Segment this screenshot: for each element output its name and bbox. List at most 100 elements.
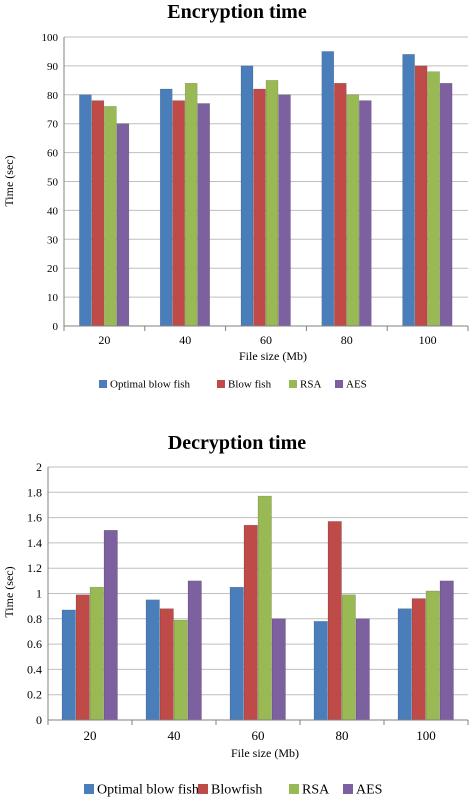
bar-rsa-20 xyxy=(104,106,117,327)
legend-swatch xyxy=(99,380,107,388)
bar-blow-fish-20 xyxy=(91,100,105,327)
y-tick-label: 0 xyxy=(53,321,59,333)
legend-label: RSA xyxy=(300,379,321,391)
bar-aes-20 xyxy=(116,123,130,327)
bar-aes-80 xyxy=(355,618,370,721)
bar-optimal-blow-fish-20 xyxy=(79,94,92,327)
chart-title: Encryption time xyxy=(167,1,307,23)
y-tick-label: 60 xyxy=(47,148,59,160)
bar-aes-20 xyxy=(103,530,118,721)
bar-aes-60 xyxy=(278,94,291,327)
bar-optimal-blow-fish-60 xyxy=(229,586,244,721)
x-tick-labels: 20 40 60 80 100 xyxy=(98,333,436,347)
y-tick-label: 10 xyxy=(47,292,59,304)
bar-optimal-blow-fish-100 xyxy=(402,54,415,327)
legend-swatch xyxy=(343,784,353,794)
x-axis-label: File size (Mb) xyxy=(231,746,299,760)
bar-rsa-80 xyxy=(341,594,356,721)
bar-rsa-100 xyxy=(427,71,440,327)
y-axis-label: Time (sec) xyxy=(2,566,16,617)
legend-swatch xyxy=(289,784,299,794)
bar-rsa-40 xyxy=(173,619,188,721)
bars xyxy=(61,495,454,721)
y-tick-label: 50 xyxy=(47,177,59,189)
legend-swatch xyxy=(335,380,343,388)
y-tick-label: 1.4 xyxy=(27,536,42,550)
bar-optimal-blow-fish-60 xyxy=(240,65,254,327)
bar-blow-fish-80 xyxy=(334,82,347,327)
bar-rsa-60 xyxy=(257,495,272,721)
legend-label: RSA xyxy=(302,783,330,798)
bar-blowfish-80 xyxy=(327,521,342,721)
y-tick-label: 30 xyxy=(47,234,59,246)
y-tick-label: 0.8 xyxy=(27,612,42,626)
decryption-chart: Decryption time 0 0.2 0.4 0.6 0.8 1 1.2 1.4 1.6 1… xyxy=(2,432,469,798)
y-tick-label: 1.2 xyxy=(27,561,42,575)
x-tick-label: 60 xyxy=(252,728,265,743)
legend-label: AES xyxy=(356,783,382,798)
bar-optimal-blow-fish-80 xyxy=(313,621,328,721)
bar-rsa-60 xyxy=(265,80,279,327)
x-axis-label: File size (Mb) xyxy=(239,349,307,363)
bar-aes-100 xyxy=(439,580,454,721)
bar-rsa-20 xyxy=(89,586,104,721)
y-tick-label: 1 xyxy=(36,587,42,601)
axes xyxy=(47,467,469,725)
bar-optimal-blow-fish-40 xyxy=(145,599,160,721)
x-tick-label: 100 xyxy=(416,728,436,743)
y-tick-label: 100 xyxy=(42,32,59,44)
bar-aes-100 xyxy=(439,82,453,327)
bar-blow-fish-40 xyxy=(172,100,185,327)
encryption-chart: Encryption time 0 10 20 30 40 50 60 70 80 90 100 2… xyxy=(2,1,469,391)
y-tick-label: 20 xyxy=(47,263,59,275)
legend-label: Blow fish xyxy=(228,379,272,391)
chart-title: Decryption time xyxy=(168,432,306,454)
x-tick-labels: 20 40 60 80 100 xyxy=(84,728,436,743)
x-tick-label: 20 xyxy=(98,333,110,347)
y-tick-label: 0 xyxy=(36,713,42,727)
legend-swatch xyxy=(217,380,225,388)
bar-blowfish-20 xyxy=(75,594,90,721)
x-tick-label: 60 xyxy=(260,333,272,347)
bar-optimal-blow-fish-80 xyxy=(321,51,335,327)
bar-aes-40 xyxy=(197,103,210,327)
bar-blow-fish-100 xyxy=(414,65,428,327)
bar-optimal-blow-fish-100 xyxy=(397,608,412,721)
y-tick-label: 40 xyxy=(47,205,59,217)
legend: Optimal blow fish Blowfish RSA AES xyxy=(84,783,382,798)
bar-optimal-blow-fish-20 xyxy=(61,609,76,721)
x-tick-label: 40 xyxy=(179,333,191,347)
x-tick-label: 40 xyxy=(168,728,181,743)
bar-aes-60 xyxy=(271,618,286,721)
y-tick-labels: 0 10 20 30 40 50 60 70 80 90 100 xyxy=(42,32,59,333)
legend-label: Optimal blow fish xyxy=(110,379,191,391)
legend-swatch xyxy=(289,380,297,388)
legend-label: Blowfish xyxy=(211,783,262,798)
y-tick-label: 1.6 xyxy=(27,511,42,525)
legend-swatch xyxy=(198,784,208,794)
y-tick-label: 2 xyxy=(36,460,42,474)
bar-rsa-40 xyxy=(184,82,198,327)
y-tick-label: 0.6 xyxy=(27,637,42,651)
legend-swatch xyxy=(84,784,94,794)
bar-rsa-80 xyxy=(346,94,360,327)
y-tick-label: 80 xyxy=(47,90,59,102)
bar-optimal-blow-fish-40 xyxy=(159,88,173,327)
y-tick-label: 1.8 xyxy=(27,485,42,499)
bar-aes-40 xyxy=(187,580,202,721)
bar-blowfish-60 xyxy=(243,524,258,721)
x-tick-label: 80 xyxy=(336,728,349,743)
x-tick-label: 20 xyxy=(84,728,97,743)
x-tick-label: 80 xyxy=(341,333,353,347)
x-tick-label: 100 xyxy=(419,333,437,347)
legend: Optimal blow fish Blow fish RSA AES xyxy=(99,379,367,391)
bar-blowfish-100 xyxy=(411,598,426,721)
bar-blow-fish-60 xyxy=(253,88,266,327)
y-tick-label: 0.2 xyxy=(27,688,42,702)
bar-rsa-100 xyxy=(425,590,440,721)
y-tick-label: 90 xyxy=(47,61,59,73)
y-tick-label: 0.4 xyxy=(27,662,42,676)
legend-label: Optimal blow fish xyxy=(97,783,199,798)
y-tick-labels: 0 0.2 0.4 0.6 0.8 1 1.2 1.4 1.6 1.8 2 xyxy=(27,460,42,727)
